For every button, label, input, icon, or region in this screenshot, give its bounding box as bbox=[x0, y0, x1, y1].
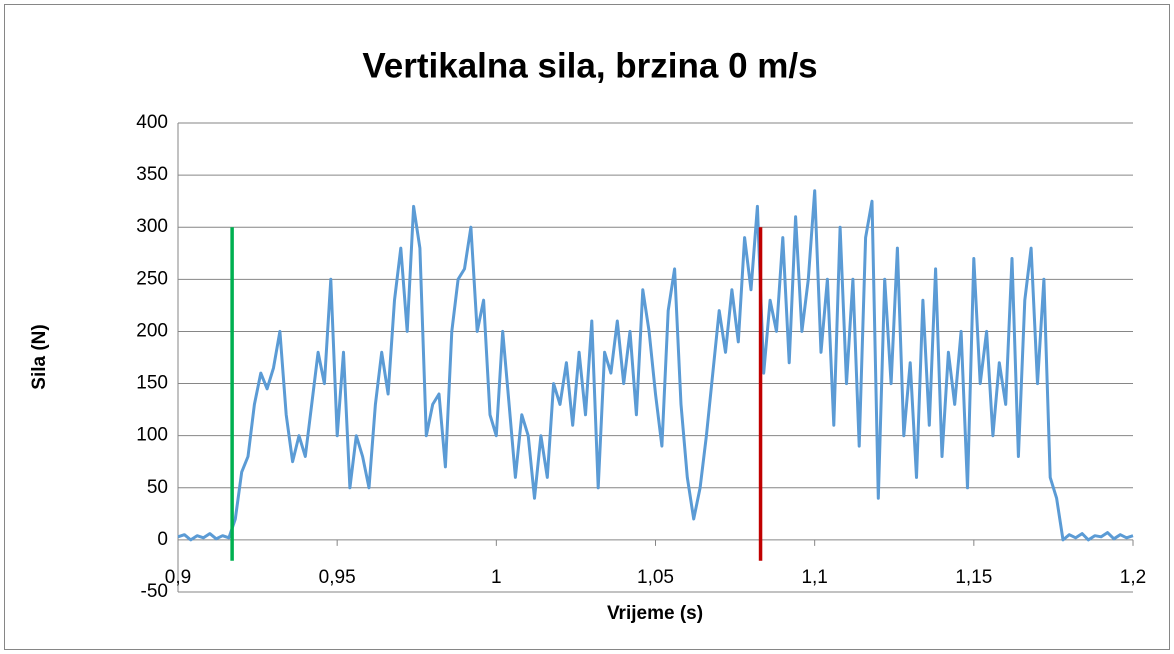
chart-title: Vertikalna sila, brzina 0 m/s bbox=[362, 46, 817, 85]
x-tick-label: 0,9 bbox=[165, 567, 191, 588]
x-axis-label: Vrijeme (s) bbox=[607, 603, 703, 624]
x-tick-label: 1 bbox=[491, 567, 502, 588]
y-tick-label: 350 bbox=[136, 164, 168, 185]
x-tick-label: 1,1 bbox=[801, 567, 827, 588]
x-tick-label: 1,2 bbox=[1120, 567, 1146, 588]
y-tick-label: 50 bbox=[147, 477, 168, 498]
x-tick-label: 1,15 bbox=[955, 567, 992, 588]
data-line bbox=[177, 189, 1134, 542]
y-tick-label: -50 bbox=[141, 581, 168, 602]
y-tick-label: 200 bbox=[136, 320, 168, 341]
x-tick-label: 0,95 bbox=[319, 567, 356, 588]
y-tick-label: 100 bbox=[136, 425, 168, 446]
y-tick-label: 150 bbox=[136, 373, 168, 394]
y-tick-label: 400 bbox=[136, 112, 168, 133]
y-tick-label: 300 bbox=[136, 216, 168, 237]
y-tick-label: 250 bbox=[136, 268, 168, 289]
y-axis-label: Sila (N) bbox=[29, 324, 50, 389]
chart-border bbox=[4, 4, 1170, 650]
y-tick-label: 0 bbox=[157, 529, 168, 550]
x-tick-label: 1,05 bbox=[637, 567, 674, 588]
